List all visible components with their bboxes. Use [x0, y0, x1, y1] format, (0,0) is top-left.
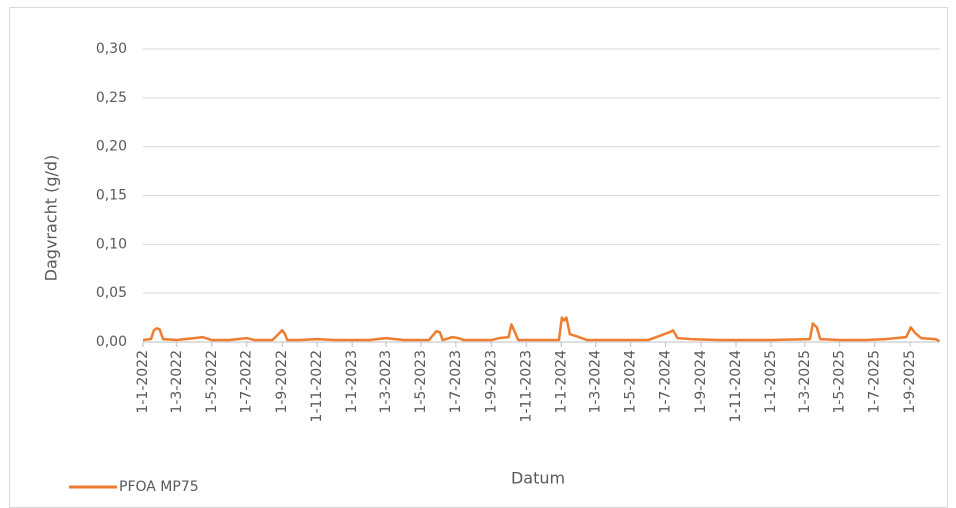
x-tick-label: 1-9-2024 [693, 350, 709, 414]
x-tick-label: 1-11-2022 [309, 350, 325, 422]
x-tick-label: 1-7-2024 [658, 350, 674, 414]
chart-border [9, 7, 948, 508]
series-line [142, 316, 940, 343]
y-tick-label: 0,05 [96, 285, 127, 301]
x-tick-label: 1-3-2024 [588, 350, 604, 414]
x-tick-label: 1-11-2023 [518, 350, 534, 422]
x-tick-label: 1-1-2022 [135, 350, 151, 414]
x-tick-label: 1-5-2025 [832, 350, 848, 414]
x-tick-label: 1-11-2024 [728, 350, 744, 423]
x-tick-label: 1-3-2022 [169, 350, 185, 414]
y-tick-label: 0,20 [96, 139, 127, 155]
x-tick-label: 1-1-2024 [553, 350, 569, 414]
y-tick-label: 0,25 [96, 90, 127, 106]
x-tick-label: 1-7-2025 [867, 350, 883, 414]
legend-label: PFOA MP75 [119, 479, 199, 495]
x-tick-label: 1-9-2022 [274, 350, 290, 414]
x-tick-label: 1-1-2023 [344, 350, 360, 414]
x-tick-label: 1-5-2022 [204, 350, 220, 414]
x-tick-label: 1-5-2024 [623, 350, 639, 414]
x-tick-label: 1-9-2023 [483, 350, 499, 414]
x-tick-label: 1-3-2023 [378, 350, 394, 414]
y-tick-label: 0,30 [96, 41, 127, 57]
x-tick-label: 1-5-2023 [413, 350, 429, 414]
x-tick-label: 1-9-2025 [902, 350, 918, 414]
y-tick-label: 0,15 [96, 188, 127, 204]
x-tick-label: 1-3-2025 [797, 350, 813, 414]
y-tick-label: 0,10 [96, 236, 127, 252]
y-tick-label: 0,00 [96, 334, 127, 350]
y-axis-title: Dagvracht (g/d) [42, 155, 61, 282]
x-tick-label: 1-1-2025 [763, 350, 779, 414]
x-tick-label: 1-7-2022 [239, 350, 255, 414]
x-axis-title: Datum [511, 469, 565, 488]
x-tick-label: 1-7-2023 [448, 350, 464, 414]
